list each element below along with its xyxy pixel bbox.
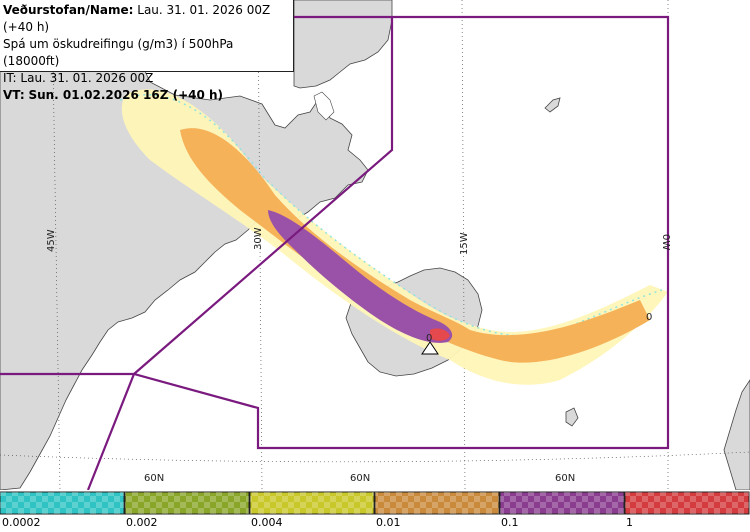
volcano-triangle-icon (421, 341, 439, 355)
forecast-info-box: Veðurstofan/Name: Lau. 31. 01. 2026 00Z … (0, 0, 294, 102)
lat-label-c: 60N (555, 473, 575, 484)
jan-mayen-island (544, 97, 561, 113)
legend-segment-pattern-3 (375, 492, 499, 514)
info-vt-value: Sun. 01.02.2026 16Z (+40 h) (28, 88, 224, 102)
info-agency-label: Veðurstofan/Name: (3, 3, 134, 17)
legend-segment-pattern-1 (125, 492, 249, 514)
plume-zero-label-source: 0 (426, 333, 432, 344)
plume-max (430, 328, 450, 341)
legend-tick-3: 0.01 (376, 516, 401, 529)
norway-coast (723, 379, 750, 490)
plume-zero-label-east: 0 (646, 312, 652, 323)
lat-label-b: 60N (350, 473, 370, 484)
lon-label-0w: 0W (660, 234, 671, 250)
concentration-legend: 0.0002 0.002 0.004 0.01 0.1 1 (0, 490, 750, 532)
info-line-2: Spá um öskudreifingu (g/m3) í 500hPa (18… (3, 37, 234, 68)
legend-tick-0: 0.0002 (2, 516, 41, 529)
info-vt-label: VT: (3, 88, 25, 102)
greenland-inlet (313, 91, 335, 121)
ash-plume (119, 89, 668, 385)
lon-label-30w: 30W (253, 227, 264, 250)
legend-segment-pattern-2 (250, 492, 374, 514)
legend-tick-1: 0.002 (126, 516, 158, 529)
fir-boundary (0, 15, 670, 490)
legend-tick-4: 0.1 (501, 516, 519, 529)
legend-segment-pattern-5 (625, 492, 749, 514)
info-line-4: VT: Sun. 01.02.2026 16Z (+40 h) (3, 87, 293, 104)
info-line-3: IT: Lau. 31. 01. 2026 00Z (3, 71, 154, 85)
legend-color-bar (0, 491, 750, 515)
legend-tick-2: 0.004 (251, 516, 283, 529)
info-run-value: Lau. 31. 01. 2026 00Z (+40 h) (3, 3, 271, 34)
lat-label-a: 60N (144, 473, 164, 484)
faroe-islands (565, 407, 579, 427)
legend-segment-pattern-0 (0, 492, 124, 514)
plume-high (268, 210, 453, 343)
info-line-1: Veðurstofan/Name: Lau. 31. 01. 2026 00Z … (3, 2, 293, 36)
lon-label-45w: 45W (46, 229, 57, 252)
ash-dispersion-map: 45W 30W 15W 0W 60N 60N 60N 0 0 (0, 0, 750, 490)
legend-tick-5: 1 (626, 516, 633, 529)
plume-cyan-fringe (119, 94, 663, 337)
legend-segment-pattern-4 (500, 492, 624, 514)
lon-label-15w: 15W (459, 232, 470, 255)
